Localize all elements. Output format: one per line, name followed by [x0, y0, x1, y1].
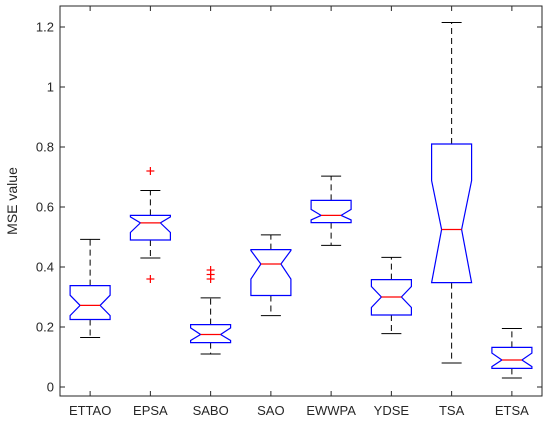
box-etsa [491, 328, 533, 379]
y-tick-label: 1 [47, 80, 54, 95]
outlier-marker [146, 167, 155, 175]
notched-box [250, 249, 292, 297]
notched-box [69, 285, 111, 321]
box-sao [250, 234, 292, 317]
notched-box [370, 279, 412, 316]
notched-box [129, 214, 171, 241]
y-tick-label: 0.6 [36, 200, 54, 215]
outlier-marker [206, 275, 215, 283]
notched-box [491, 346, 533, 369]
plot-area [60, 6, 542, 396]
box-ettao [69, 238, 111, 338]
notched-box [190, 324, 232, 344]
boxes-layer [69, 22, 533, 379]
x-tick-label: TSA [439, 403, 465, 418]
y-tick-label: 0.4 [36, 260, 54, 275]
x-tick-label: YDSE [374, 403, 410, 418]
box-tsa [430, 22, 473, 364]
y-tick-label: 0.8 [36, 140, 54, 155]
y-axis-title: MSE value [4, 167, 20, 235]
box-epsa [129, 167, 171, 283]
axes-layer: 0 0.2 0.4 0.6 0.8 1 1.2 ETTAO EPSA SABO SAO EWWPA YD… [36, 6, 542, 418]
x-tick-label: EPSA [133, 403, 168, 418]
box-ydse [370, 256, 412, 335]
y-tick-label: 0 [47, 380, 54, 395]
box-sabo [190, 266, 232, 355]
y-tick-label: 1.2 [36, 20, 54, 35]
x-tick-label: ETTAO [69, 403, 111, 418]
notched-box [430, 143, 473, 284]
outlier-marker [146, 275, 155, 283]
notched-box [310, 199, 352, 224]
x-tick-label: SABO [193, 403, 229, 418]
x-tick-label: EWWPA [306, 403, 356, 418]
y-tick-label: 0.2 [36, 320, 54, 335]
x-tick-label: ETSA [495, 403, 529, 418]
plot-frame [59, 5, 543, 397]
x-tick-label: SAO [257, 403, 284, 418]
box-ewwpa [310, 175, 352, 246]
